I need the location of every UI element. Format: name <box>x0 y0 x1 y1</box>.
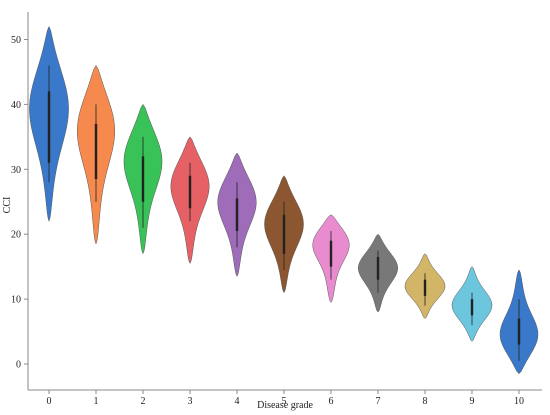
iqr-box-8 <box>423 279 427 296</box>
x-tick-label: 8 <box>423 396 428 407</box>
y-tick-label: 20 <box>11 230 21 241</box>
x-tick-label: 6 <box>329 396 334 407</box>
y-tick-label: 10 <box>11 295 21 306</box>
x-tick-label: 5 <box>282 396 287 407</box>
iqr-box-10 <box>517 318 521 345</box>
iqr-box-1 <box>94 123 98 180</box>
x-tick-label: 1 <box>94 396 99 407</box>
iqr-box-4 <box>235 198 239 231</box>
iqr-box-0 <box>47 91 51 163</box>
x-tick-label: 4 <box>235 396 240 407</box>
iqr-box-5 <box>282 214 286 254</box>
y-tick-label: 30 <box>11 165 21 176</box>
y-axis-title: CCI <box>2 197 13 214</box>
axes-group <box>27 12 542 391</box>
y-ticks-group: 0 10 20 30 40 50 <box>11 35 28 371</box>
x-tick-label: 9 <box>470 396 475 407</box>
y-tick-label: 0 <box>16 360 21 371</box>
iqr-box-3 <box>188 175 192 209</box>
iqr-box-9 <box>470 299 474 316</box>
y-tick-label: 40 <box>11 100 21 111</box>
violins-group <box>29 25 539 375</box>
x-tick-label: 7 <box>376 396 381 407</box>
iqr-box-2 <box>141 156 145 202</box>
x-ticks-group: 0 1 2 3 4 5 6 7 8 9 10 <box>47 390 524 407</box>
x-axis-title: Disease grade <box>257 400 313 411</box>
y-tick-label: 50 <box>11 35 21 46</box>
iqr-box-7 <box>376 256 380 280</box>
x-tick-label: 3 <box>188 396 193 407</box>
x-tick-label: 10 <box>514 396 524 407</box>
iqr-box-6 <box>329 240 333 267</box>
x-tick-label: 0 <box>47 396 52 407</box>
x-tick-label: 2 <box>141 396 146 407</box>
